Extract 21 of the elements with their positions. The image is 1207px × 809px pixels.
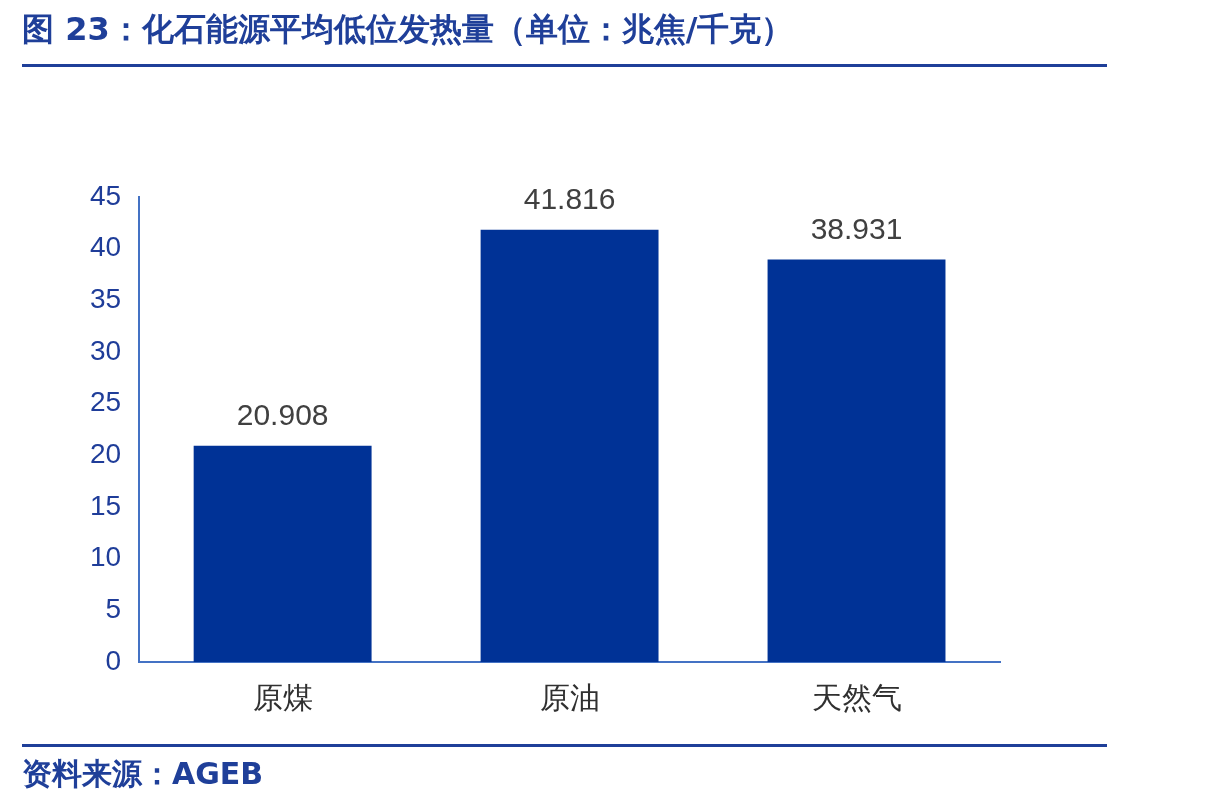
y-tick-label: 15 <box>89 489 122 521</box>
y-tick-label: 45 <box>89 179 122 211</box>
y-tick-label: 30 <box>89 334 122 366</box>
bar <box>767 259 946 662</box>
y-tick-label: 20 <box>89 437 122 469</box>
data-label: 41.816 <box>523 181 616 215</box>
y-tick-label: 40 <box>89 231 122 263</box>
data-label: 20.908 <box>236 398 329 432</box>
y-tick-label: 0 <box>105 644 122 676</box>
text: 资料来源：AGEB <box>22 755 264 793</box>
y-tick-label: 10 <box>89 541 122 573</box>
chart-title: 图 23：化石能源平均低位发热量（单位：兆焦/千克） <box>22 9 794 50</box>
x-tick-label: 原煤 <box>252 679 313 715</box>
data-label: 38.931 <box>810 211 903 245</box>
bar <box>480 229 659 662</box>
x-tick-label: 天然气 <box>811 679 902 715</box>
bar <box>193 445 372 662</box>
y-tick-label: 5 <box>105 593 122 625</box>
x-tick-label: 原油 <box>539 679 600 715</box>
y-tick-label: 35 <box>89 282 122 314</box>
y-tick-label: 25 <box>89 386 122 418</box>
